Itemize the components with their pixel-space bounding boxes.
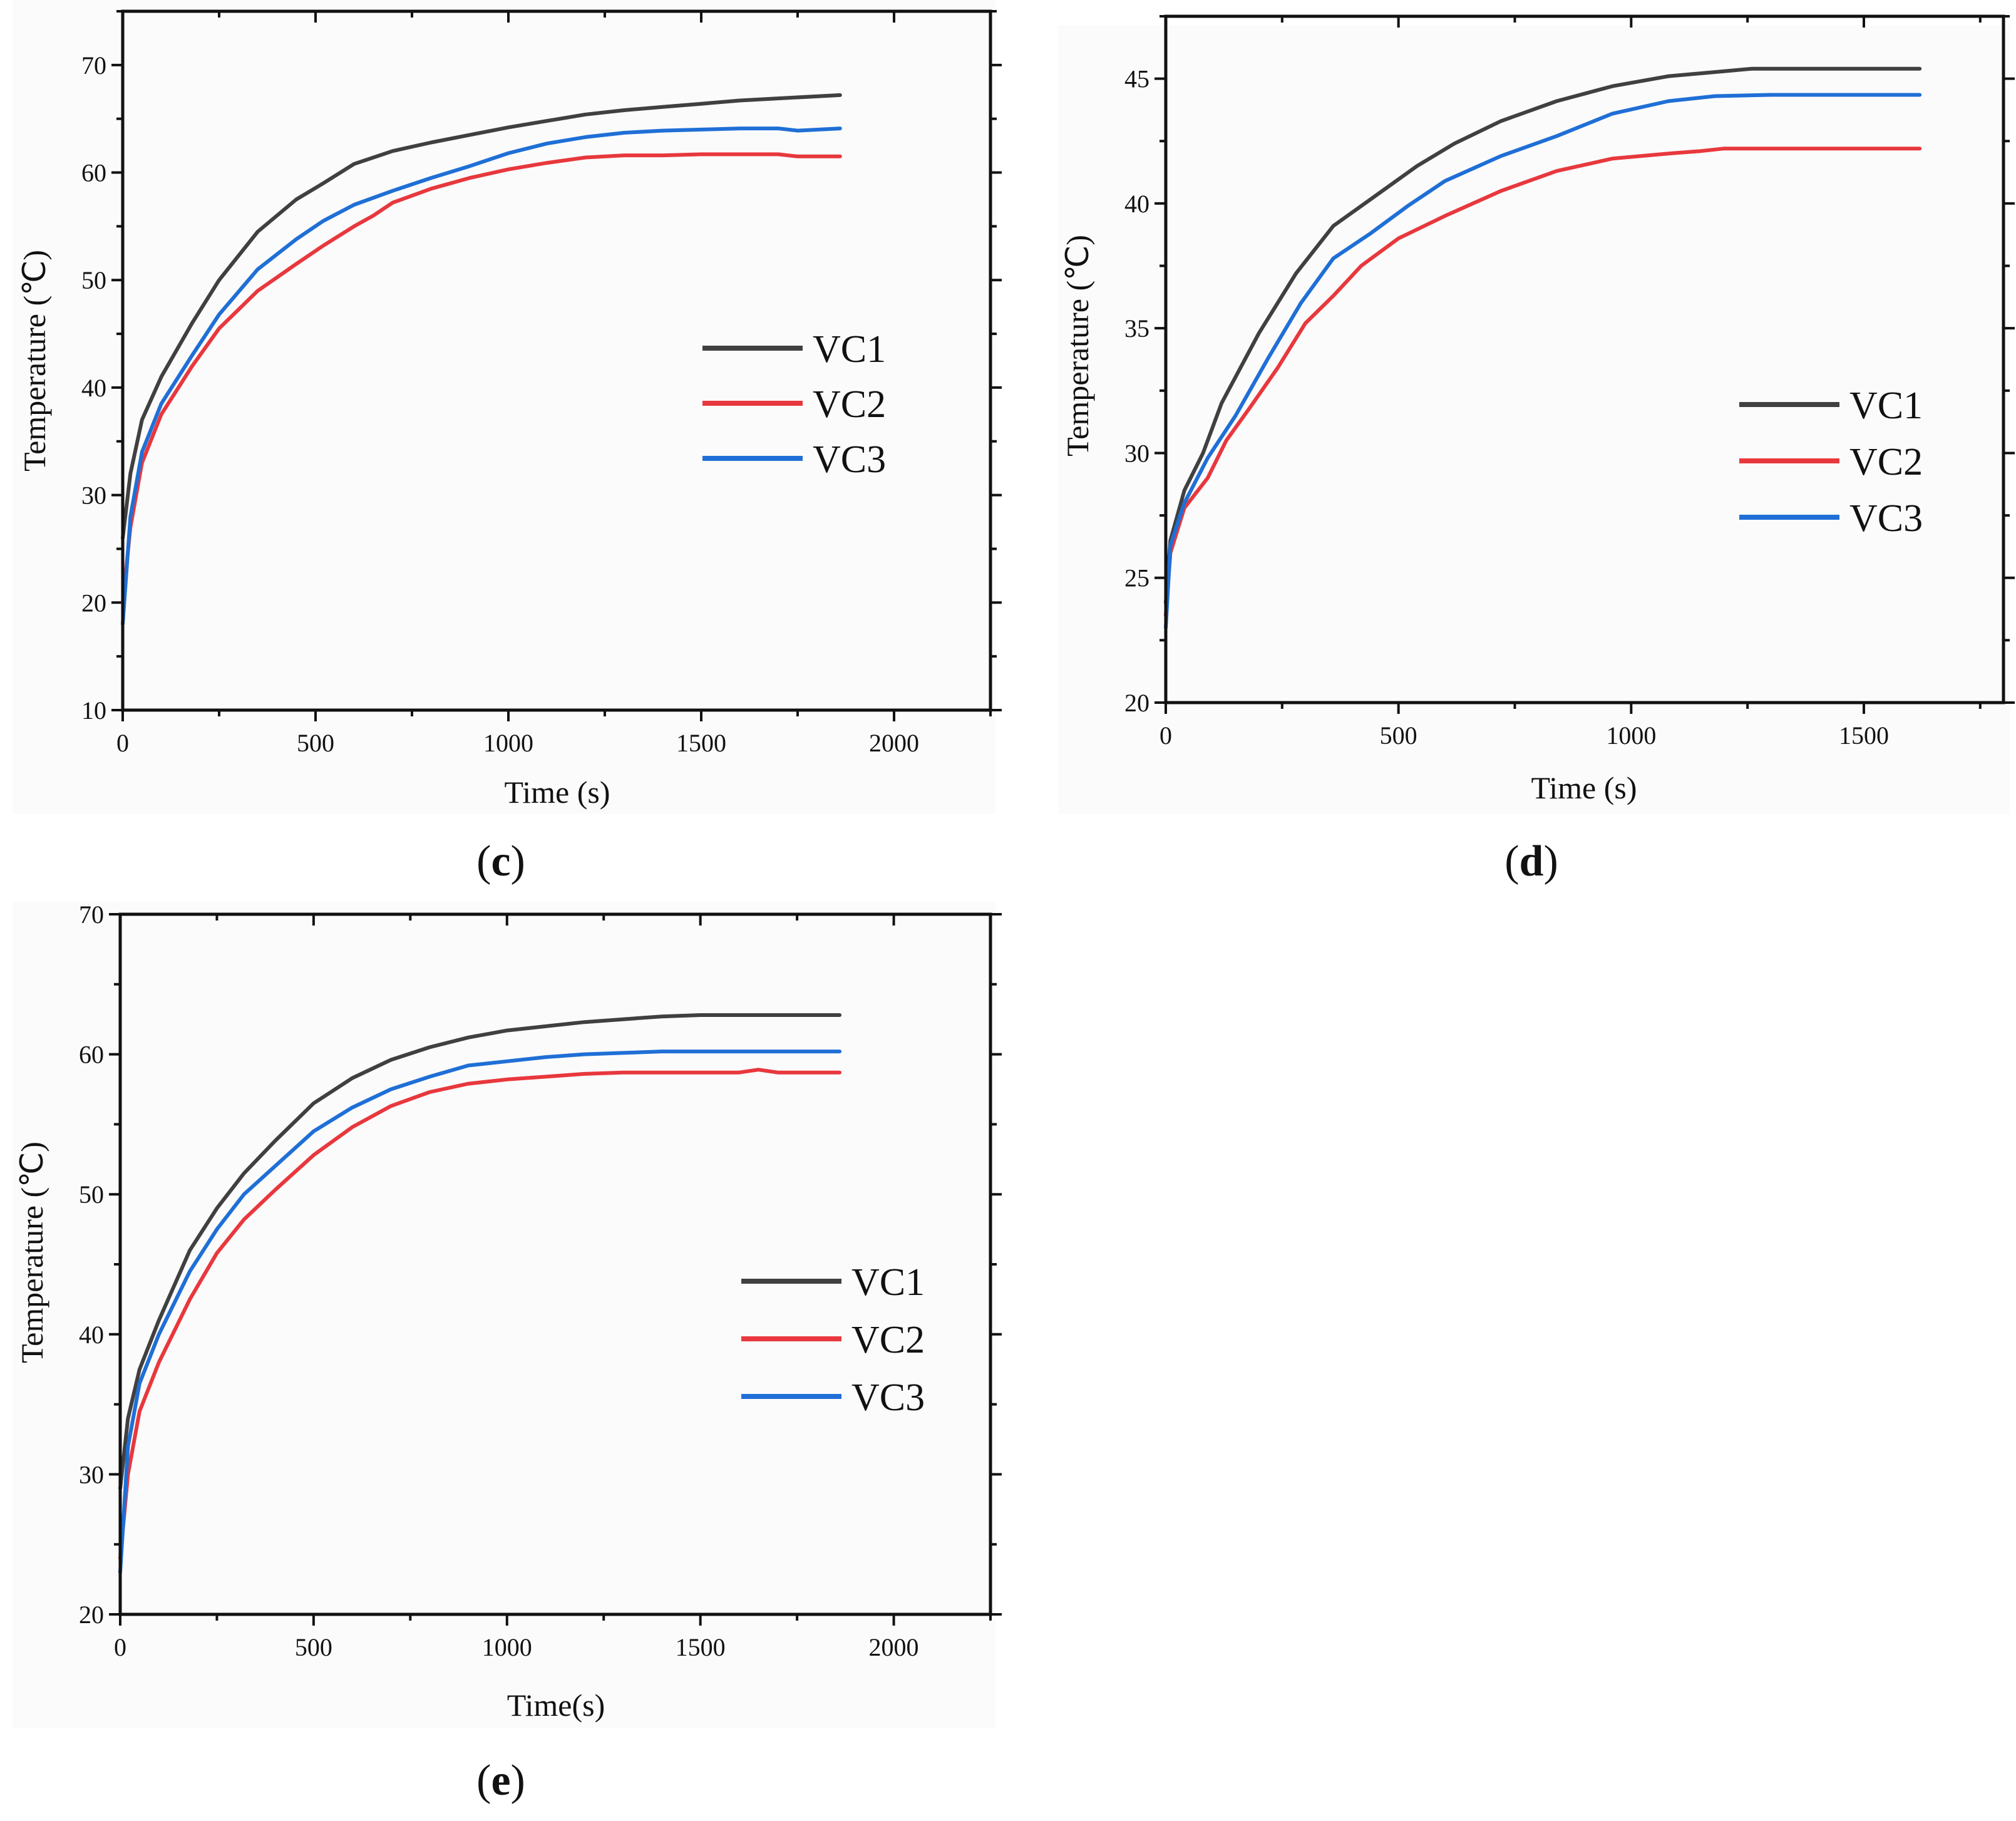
chart-e-legend-label-vc1: VC1 xyxy=(851,1261,925,1304)
chart-d-panel-letter: d xyxy=(1520,837,1544,885)
chart-c-y-tick-label: 20 xyxy=(81,589,106,617)
chart-c-series-vc3 xyxy=(121,126,842,626)
chart-c-legend-label-vc2: VC2 xyxy=(813,383,886,426)
chart-d-series-vc2 xyxy=(1164,147,1922,617)
chart-e-y-tick-label: 30 xyxy=(79,1460,104,1488)
chart-e-series-vc2 xyxy=(118,1068,842,1560)
chart-e-series-vc3 xyxy=(118,1050,842,1574)
chart-c-x-tick-label: 1000 xyxy=(483,729,533,757)
chart-d-x-tick-label: 0 xyxy=(1160,721,1172,750)
chart-c-legend-label-vc1: VC1 xyxy=(813,328,886,371)
chart-e-background xyxy=(13,902,995,1728)
chart-d-x-axis-label: Time (s) xyxy=(1531,770,1637,805)
chart-d-legend-label-vc3: VC3 xyxy=(1849,497,1923,540)
chart-d-series xyxy=(1164,66,1922,630)
chart-c-x-tick-label: 500 xyxy=(297,729,334,757)
chart-c-y-tick-label: 40 xyxy=(81,374,106,402)
chart-d: 0 500 1000 1500 20 25 30 35 40 45 Time (s) Temper… xyxy=(1058,14,2015,885)
chart-e-legend-label-vc2: VC2 xyxy=(851,1319,925,1361)
chart-c-frame xyxy=(121,9,992,712)
chart-e-x-tick-label: 1000 xyxy=(482,1633,532,1661)
chart-e-y-axis-label: Temperature (℃) xyxy=(14,1142,49,1363)
chart-d-y-tick-label: 35 xyxy=(1124,314,1149,343)
chart-e-panel-label: (e) xyxy=(476,1757,525,1805)
chart-c-x-tick-label: 0 xyxy=(116,729,129,757)
chart-d-y-tick-label: 40 xyxy=(1124,190,1149,218)
chart-c-y-tick-label: 70 xyxy=(81,51,106,80)
chart-c-series xyxy=(121,93,842,626)
chart-d-y-tick-label: 20 xyxy=(1124,689,1149,717)
chart-e: 0 500 1000 1500 2000 20 30 40 50 60 70 Time(s) Tem… xyxy=(13,900,1002,1805)
chart-d-panel-label: (d) xyxy=(1504,837,1558,885)
chart-d-legend-label-vc1: VC1 xyxy=(1849,384,1923,427)
chart-e-panel-letter: e xyxy=(491,1757,510,1805)
chart-e-legend-label-vc3: VC3 xyxy=(851,1376,925,1419)
chart-e-x-axis-label: Time(s) xyxy=(507,1688,605,1723)
chart-d-frame xyxy=(1164,14,2005,704)
chart-e-x-tick-label: 2000 xyxy=(869,1633,919,1661)
chart-e-y-tick-label: 20 xyxy=(79,1601,104,1629)
chart-e-series xyxy=(118,1013,842,1574)
chart-c-y-tick-label: 30 xyxy=(81,482,106,510)
chart-e-y-tick-label: 70 xyxy=(79,900,104,929)
chart-e-legend: VC1 VC2 VC3 xyxy=(741,1261,925,1419)
chart-e-x-tick-label: 1500 xyxy=(676,1633,726,1661)
chart-c-legend: VC1 VC2 VC3 xyxy=(702,328,886,481)
chart-e-y-tick-label: 40 xyxy=(79,1321,104,1349)
chart-e-y-tick-label: 60 xyxy=(79,1041,104,1069)
chart-e-y-tick-label: 50 xyxy=(79,1180,104,1209)
chart-d-x-tick-label: 1500 xyxy=(1839,721,1889,750)
chart-c-panel-letter: c xyxy=(491,837,510,885)
chart-c-x-axis-label: Time (s) xyxy=(504,775,610,810)
chart-d-y-tick-label: 25 xyxy=(1124,564,1149,592)
chart-c-x-tick-label: 2000 xyxy=(869,729,919,757)
chart-d-y-tick-label: 30 xyxy=(1124,439,1149,467)
chart-d-y-tick-label: 45 xyxy=(1124,65,1149,93)
chart-e-series-vc1 xyxy=(118,1013,842,1490)
chart-e-frame xyxy=(118,912,992,1616)
chart-c-panel-label: (c) xyxy=(476,837,525,885)
chart-c-y-axis-label: Temperature (℃) xyxy=(17,250,52,472)
chart-d-x-tick-label: 1000 xyxy=(1606,721,1656,750)
chart-d-x-tick-label: 500 xyxy=(1380,721,1417,750)
chart-d-legend-label-vc2: VC2 xyxy=(1849,441,1923,483)
chart-c-series-vc2 xyxy=(121,152,842,605)
chart-c-y-tick-label: 10 xyxy=(81,696,106,725)
chart-e-x-tick-label: 0 xyxy=(114,1633,126,1661)
chart-e-x-tick-label: 500 xyxy=(295,1633,332,1661)
chart-e-ticks: 0 500 1000 1500 2000 20 30 40 50 60 70 xyxy=(79,900,1002,1661)
chart-d-series-vc3 xyxy=(1164,93,1922,630)
chart-d-legend: VC1 VC2 VC3 xyxy=(1739,384,1923,540)
chart-c-legend-label-vc3: VC3 xyxy=(813,438,886,481)
chart-c-background xyxy=(13,0,995,814)
chart-c-series-vc1 xyxy=(121,93,842,540)
chart-d-series-vc1 xyxy=(1164,66,1922,605)
chart-c-y-tick-label: 60 xyxy=(81,159,106,187)
chart-d-y-axis-label: Temperature (℃) xyxy=(1060,235,1095,457)
chart-c-y-tick-label: 50 xyxy=(81,266,106,294)
chart-c-x-tick-label: 1500 xyxy=(676,729,726,757)
